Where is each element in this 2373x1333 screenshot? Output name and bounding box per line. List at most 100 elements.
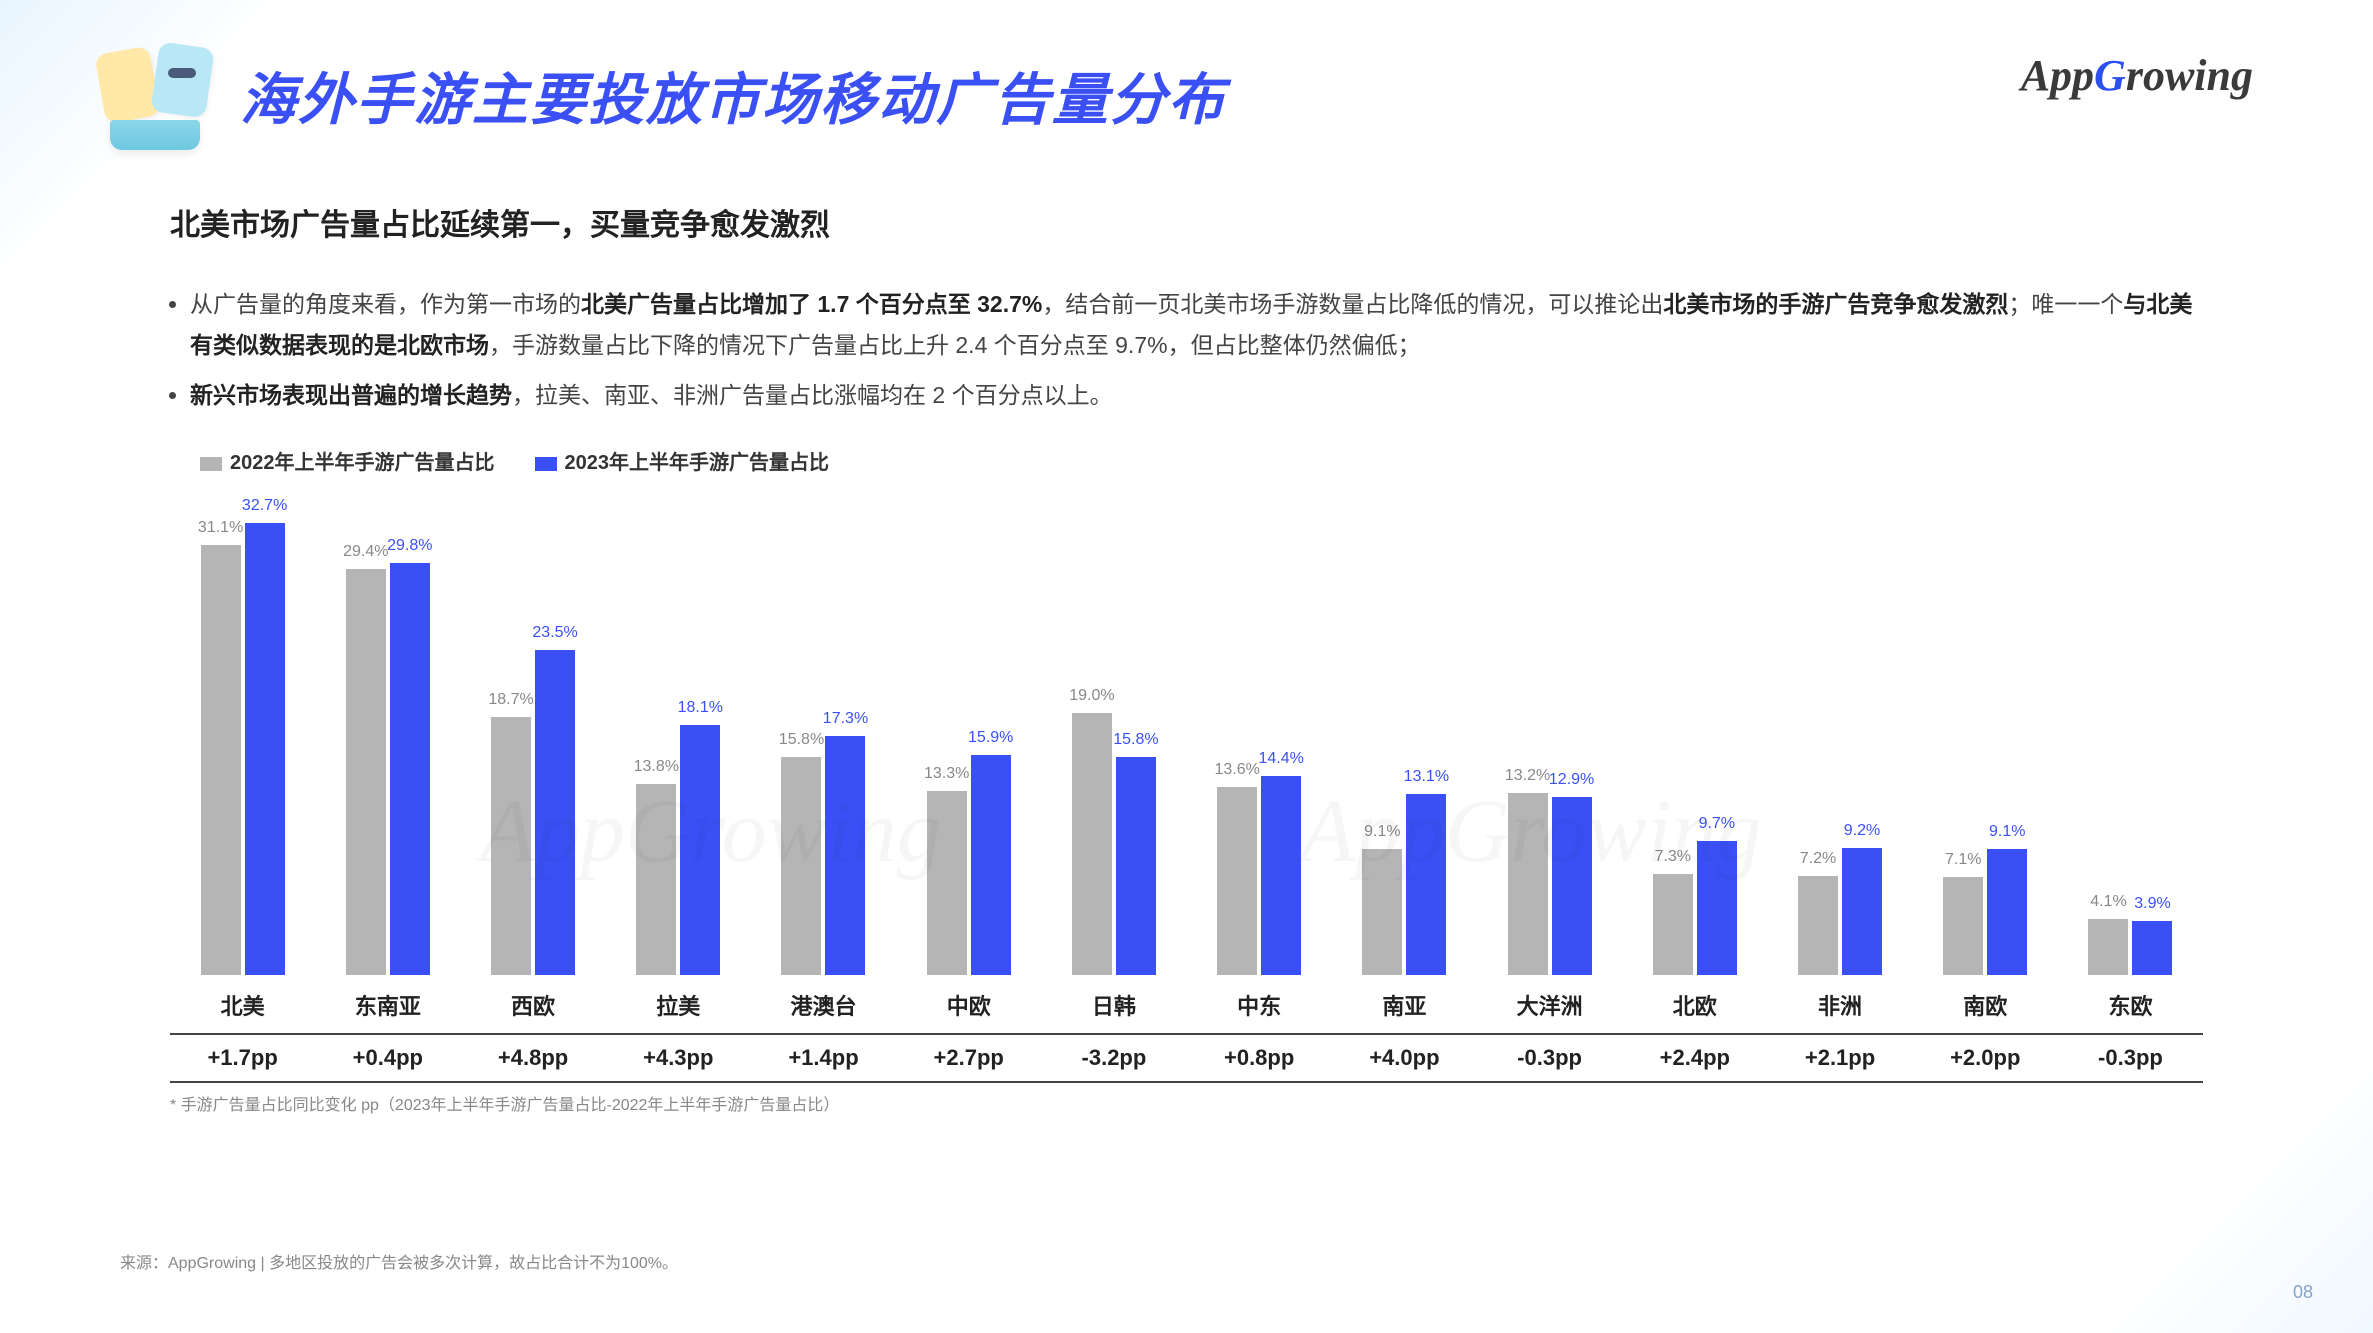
category-row: 北美东南亚西欧拉美港澳台中欧日韩中东南亚大洋洲北欧非洲南欧东欧 (170, 975, 2203, 1035)
bar-value-label: 7.2% (1800, 850, 1836, 868)
brand-prefix: App (2021, 51, 2094, 100)
bar-value-label: 18.7% (488, 691, 533, 709)
bar-2023: 9.2% (1842, 848, 1882, 975)
bar-2022: 4.1% (2088, 919, 2128, 976)
pp-delta-cell: +2.0pp (1913, 1035, 2058, 1081)
category-label: 中欧 (896, 975, 1041, 1033)
bar-group: 7.3%9.7% (1622, 485, 1767, 975)
category-label: 非洲 (1767, 975, 1912, 1033)
pp-delta-cell: +2.7pp (896, 1035, 1041, 1081)
bar-group: 19.0%15.8% (1041, 485, 1186, 975)
bar-group: 9.1% 13.1% (1332, 485, 1477, 975)
category-label: 日韩 (1041, 975, 1186, 1033)
pp-delta-cell: +4.3pp (606, 1035, 751, 1081)
bar-value-label: 3.9% (2134, 895, 2170, 913)
logo-icon (100, 40, 210, 150)
category-label: 大洋洲 (1477, 975, 1622, 1033)
pp-delta-cell: +2.1pp (1767, 1035, 1912, 1081)
bullet-2: 新兴市场表现出普遍的增长趋势，拉美、南亚、非洲广告量占比涨幅均在 2 个百分点以… (190, 375, 2203, 416)
bar-value-label: 18.1% (678, 699, 723, 717)
bar-value-label: 14.4% (1258, 750, 1303, 768)
source-note: 来源：AppGrowing | 多地区投放的广告会被多次计算，故占比合计不为10… (120, 1249, 678, 1273)
bar-value-label: 31.1% (198, 519, 243, 537)
bar-2022: 13.6% (1217, 787, 1257, 975)
category-label: 港澳台 (751, 975, 896, 1033)
legend-swatch-2023 (535, 457, 557, 471)
bar-group: 4.1%3.9% (2058, 485, 2203, 975)
category-label: 东欧 (2058, 975, 2203, 1033)
pp-delta-cell: +2.4pp (1622, 1035, 1767, 1081)
bar-2023: 3.9% (2132, 921, 2172, 975)
category-label: 拉美 (606, 975, 751, 1033)
bullet-1: 从广告量的角度来看，作为第一市场的北美广告量占比增加了 1.7 个百分点至 32… (190, 284, 2203, 367)
category-label: 中东 (1187, 975, 1332, 1033)
bar-group: 7.1%9.1% (1913, 485, 2058, 975)
bar-value-label: 12.9% (1549, 771, 1594, 789)
bar-2023: 23.5% (535, 650, 575, 975)
bar-value-label: 15.8% (1113, 731, 1158, 749)
category-label: 北欧 (1622, 975, 1767, 1033)
bar-group: 18.7%23.5% (460, 485, 605, 975)
bar-value-label: 23.5% (532, 624, 577, 642)
bar-group: 31.1%32.7% (170, 485, 315, 975)
page-title: 海外手游主要投放市场移动广告量分布 (240, 55, 1226, 136)
category-label: 北美 (170, 975, 315, 1033)
bar-2022: 18.7% (491, 717, 531, 976)
bar-value-label: 9.1% (1989, 823, 2025, 841)
brand-logo: AppGrowing (2021, 50, 2253, 101)
pp-delta-row: +1.7pp+0.4pp+4.8pp+4.3pp+1.4pp+2.7pp-3.2… (170, 1035, 2203, 1083)
bar-2023: 13.1% (1406, 794, 1446, 975)
bar-value-label: 13.8% (634, 758, 679, 776)
slide: 海外手游主要投放市场移动广告量分布 AppGrowing 北美市场广告量占比延续… (0, 0, 2373, 1333)
bar-value-label: 9.1% (1364, 823, 1400, 841)
bar-2022: 13.2% (1508, 793, 1548, 975)
bar-group: 13.3%15.9% (896, 485, 1041, 975)
bar-2023: 15.9% (971, 755, 1011, 975)
pp-delta-cell: -0.3pp (1477, 1035, 1622, 1081)
bar-group: 29.4%29.8% (315, 485, 460, 975)
category-label: 南亚 (1332, 975, 1477, 1033)
bar-value-label: 17.3% (823, 710, 868, 728)
bar-value-label: 15.9% (968, 729, 1013, 747)
bar-value-label: 13.3% (924, 765, 969, 783)
bar-2022: 15.8% (781, 757, 821, 975)
brand-suffix: rowing (2126, 51, 2253, 100)
bar-group: 13.6%14.4% (1187, 485, 1332, 975)
pp-delta-cell: +0.8pp (1187, 1035, 1332, 1081)
bar-2022: 13.8% (636, 784, 676, 975)
pp-delta-cell: -3.2pp (1041, 1035, 1186, 1081)
page-number: 08 (2293, 1282, 2313, 1303)
bar-2023: 18.1% (680, 725, 720, 975)
bar-2023: 32.7% (245, 523, 285, 975)
footnote: * 手游广告量占比同比变化 pp（2023年上半年手游广告量占比-2022年上半… (170, 1091, 2203, 1115)
header: 海外手游主要投放市场移动广告量分布 (120, 40, 2253, 150)
bar-value-label: 13.1% (1404, 768, 1449, 786)
legend-item-2022: 2022年上半年手游广告量占比 (200, 446, 495, 475)
category-label: 东南亚 (315, 975, 460, 1033)
bar-value-label: 7.3% (1655, 848, 1691, 866)
bar-2022: 7.3% (1653, 874, 1693, 975)
bullet-list: 从广告量的角度来看，作为第一市场的北美广告量占比增加了 1.7 个百分点至 32… (190, 284, 2203, 416)
chart-bars: 31.1%32.7%29.4%29.8%18.7%23.5%13.8%18.1%… (170, 485, 2203, 975)
bar-2022: 29.4% (346, 569, 386, 975)
bar-value-label: 13.6% (1214, 761, 1259, 779)
pp-delta-cell: +4.8pp (460, 1035, 605, 1081)
bar-2023: 29.8% (390, 563, 430, 975)
bar-2023: 9.1% (1987, 849, 2027, 975)
pp-delta-cell: +4.0pp (1332, 1035, 1477, 1081)
bar-value-label: 7.1% (1945, 851, 1981, 869)
brand-g: G (2094, 51, 2126, 100)
bar-group: 13.2%12.9% (1477, 485, 1622, 975)
bar-group: 7.2% 9.2% (1767, 485, 1912, 975)
legend-item-2023: 2023年上半年手游广告量占比 (535, 446, 830, 475)
pp-delta-cell: +0.4pp (315, 1035, 460, 1081)
bar-2023: 14.4% (1261, 776, 1301, 975)
bar-value-label: 13.2% (1505, 767, 1550, 785)
bar-value-label: 29.8% (387, 537, 432, 555)
bar-2022: 19.0% (1072, 713, 1112, 976)
subtitle: 北美市场广告量占比延续第一，买量竞争愈发激烈 (170, 200, 2253, 244)
bar-2022: 13.3% (927, 791, 967, 975)
bar-2022: 7.1% (1943, 877, 1983, 975)
bar-value-label: 9.2% (1844, 822, 1880, 840)
category-label: 西欧 (460, 975, 605, 1033)
